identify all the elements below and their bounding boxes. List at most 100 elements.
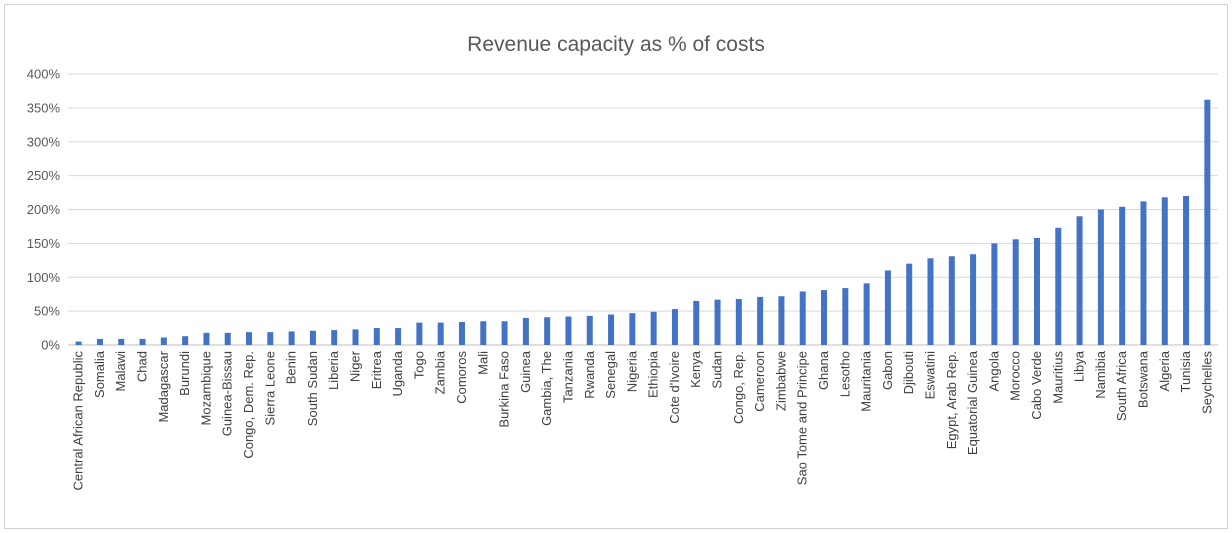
bar bbox=[863, 283, 870, 345]
bar bbox=[991, 243, 998, 345]
x-category-label: Liberia bbox=[326, 350, 341, 390]
x-category-label: Egypt, Arab Rep. bbox=[944, 351, 959, 449]
x-category-label: Algeria bbox=[1157, 350, 1172, 391]
x-category-label: Niger bbox=[348, 350, 363, 382]
x-category-label: Sierra Leone bbox=[262, 351, 277, 425]
bar bbox=[437, 322, 444, 345]
x-category-label: Togo bbox=[411, 351, 426, 379]
bar bbox=[735, 298, 742, 345]
bar bbox=[586, 315, 593, 345]
y-tick-label: 50% bbox=[34, 304, 60, 319]
bar bbox=[821, 290, 828, 345]
x-category-label: Malawi bbox=[113, 351, 128, 392]
x-category-label: Zimbabwe bbox=[773, 351, 788, 411]
bar bbox=[118, 338, 125, 345]
bar bbox=[1161, 197, 1168, 345]
bar bbox=[1012, 239, 1019, 345]
bar bbox=[608, 314, 615, 345]
x-category-label: Botswana bbox=[1135, 350, 1150, 408]
x-category-label: Tunisia bbox=[1178, 350, 1193, 392]
x-category-label: Central African Republic bbox=[71, 351, 86, 491]
x-category-label: Zambia bbox=[433, 350, 448, 394]
x-category-label: Mauritania bbox=[859, 350, 874, 411]
bar bbox=[671, 309, 678, 345]
bar bbox=[160, 337, 167, 345]
x-category-label: Somalia bbox=[92, 350, 107, 398]
x-category-label: Nigeria bbox=[624, 350, 639, 392]
x-category-label: Ethiopia bbox=[646, 350, 661, 398]
bar bbox=[650, 311, 657, 345]
bar bbox=[1204, 99, 1211, 346]
x-category-label: Burundi bbox=[177, 351, 192, 396]
x-category-label: Comoros bbox=[454, 351, 469, 404]
bar bbox=[182, 336, 189, 345]
x-category-label: Lesotho bbox=[837, 351, 852, 397]
bar bbox=[565, 316, 572, 345]
y-tick-label: 400% bbox=[27, 67, 61, 82]
bar bbox=[544, 317, 551, 345]
bar bbox=[522, 317, 529, 345]
x-category-label: South Sudan bbox=[305, 351, 320, 426]
bar bbox=[246, 332, 253, 345]
x-category-label: Chad bbox=[135, 351, 150, 382]
x-category-label: Sudan bbox=[710, 351, 725, 389]
x-category-label: Morocco bbox=[1008, 351, 1023, 401]
x-category-label: Namibia bbox=[1093, 350, 1108, 398]
x-category-label: Gabon bbox=[880, 351, 895, 390]
bar bbox=[799, 291, 806, 345]
y-tick-label: 100% bbox=[27, 270, 61, 285]
x-category-label: South Africa bbox=[1114, 350, 1129, 421]
x-category-label: Tanzania bbox=[560, 350, 575, 403]
bar bbox=[1033, 237, 1040, 345]
x-category-label: Congo, Rep. bbox=[731, 351, 746, 424]
bar bbox=[1183, 195, 1190, 345]
bar bbox=[1076, 216, 1083, 345]
y-tick-label: 200% bbox=[27, 202, 61, 217]
x-category-label: Rwanda bbox=[582, 350, 597, 398]
x-category-label: Benin bbox=[284, 351, 299, 384]
bar bbox=[714, 299, 721, 345]
x-category-label: Senegal bbox=[603, 351, 618, 399]
x-category-label: Sao Tome and Principe bbox=[795, 351, 810, 485]
bar bbox=[1097, 209, 1104, 345]
y-tick-label: 0% bbox=[41, 338, 60, 353]
x-category-label: Djibouti bbox=[901, 351, 916, 394]
bar bbox=[224, 332, 231, 345]
bar bbox=[757, 296, 764, 345]
x-category-label: Guinea bbox=[518, 350, 533, 393]
bar bbox=[75, 341, 82, 345]
bar bbox=[416, 322, 423, 345]
bar bbox=[352, 329, 359, 345]
x-category-label: Gambia, The bbox=[539, 351, 554, 426]
bar bbox=[884, 270, 891, 345]
bar bbox=[948, 256, 955, 345]
x-category-label: Guinea-Bissau bbox=[220, 351, 235, 436]
x-category-label: Uganda bbox=[390, 350, 405, 396]
bar bbox=[1055, 227, 1062, 345]
x-category-label: Cameroon bbox=[752, 351, 767, 412]
x-category-label: Angola bbox=[986, 350, 1001, 391]
y-tick-label: 350% bbox=[27, 100, 61, 115]
y-tick-label: 250% bbox=[27, 168, 61, 183]
bar bbox=[458, 321, 465, 345]
bar bbox=[395, 328, 402, 345]
x-category-label: Mali bbox=[475, 351, 490, 375]
bar bbox=[906, 263, 913, 345]
chart-title: Revenue capacity as % of costs bbox=[467, 33, 765, 56]
bar bbox=[139, 338, 146, 345]
x-category-label: Mauritius bbox=[1050, 351, 1065, 404]
x-category-label: Kenya bbox=[688, 350, 703, 388]
x-category-label: Cote d'Ivoire bbox=[667, 351, 682, 424]
x-category-label: Congo, Dem. Rep. bbox=[241, 351, 256, 459]
x-category-label: Madagascar bbox=[156, 350, 171, 422]
y-tick-label: 300% bbox=[27, 134, 61, 149]
bar bbox=[970, 254, 977, 345]
y-tick-label: 150% bbox=[27, 236, 61, 251]
bar bbox=[693, 300, 700, 345]
x-category-label: Libya bbox=[1072, 350, 1087, 382]
bar bbox=[842, 288, 849, 345]
x-category-label: Seychelles bbox=[1199, 351, 1214, 414]
bar bbox=[1119, 206, 1126, 345]
bar bbox=[203, 332, 210, 345]
